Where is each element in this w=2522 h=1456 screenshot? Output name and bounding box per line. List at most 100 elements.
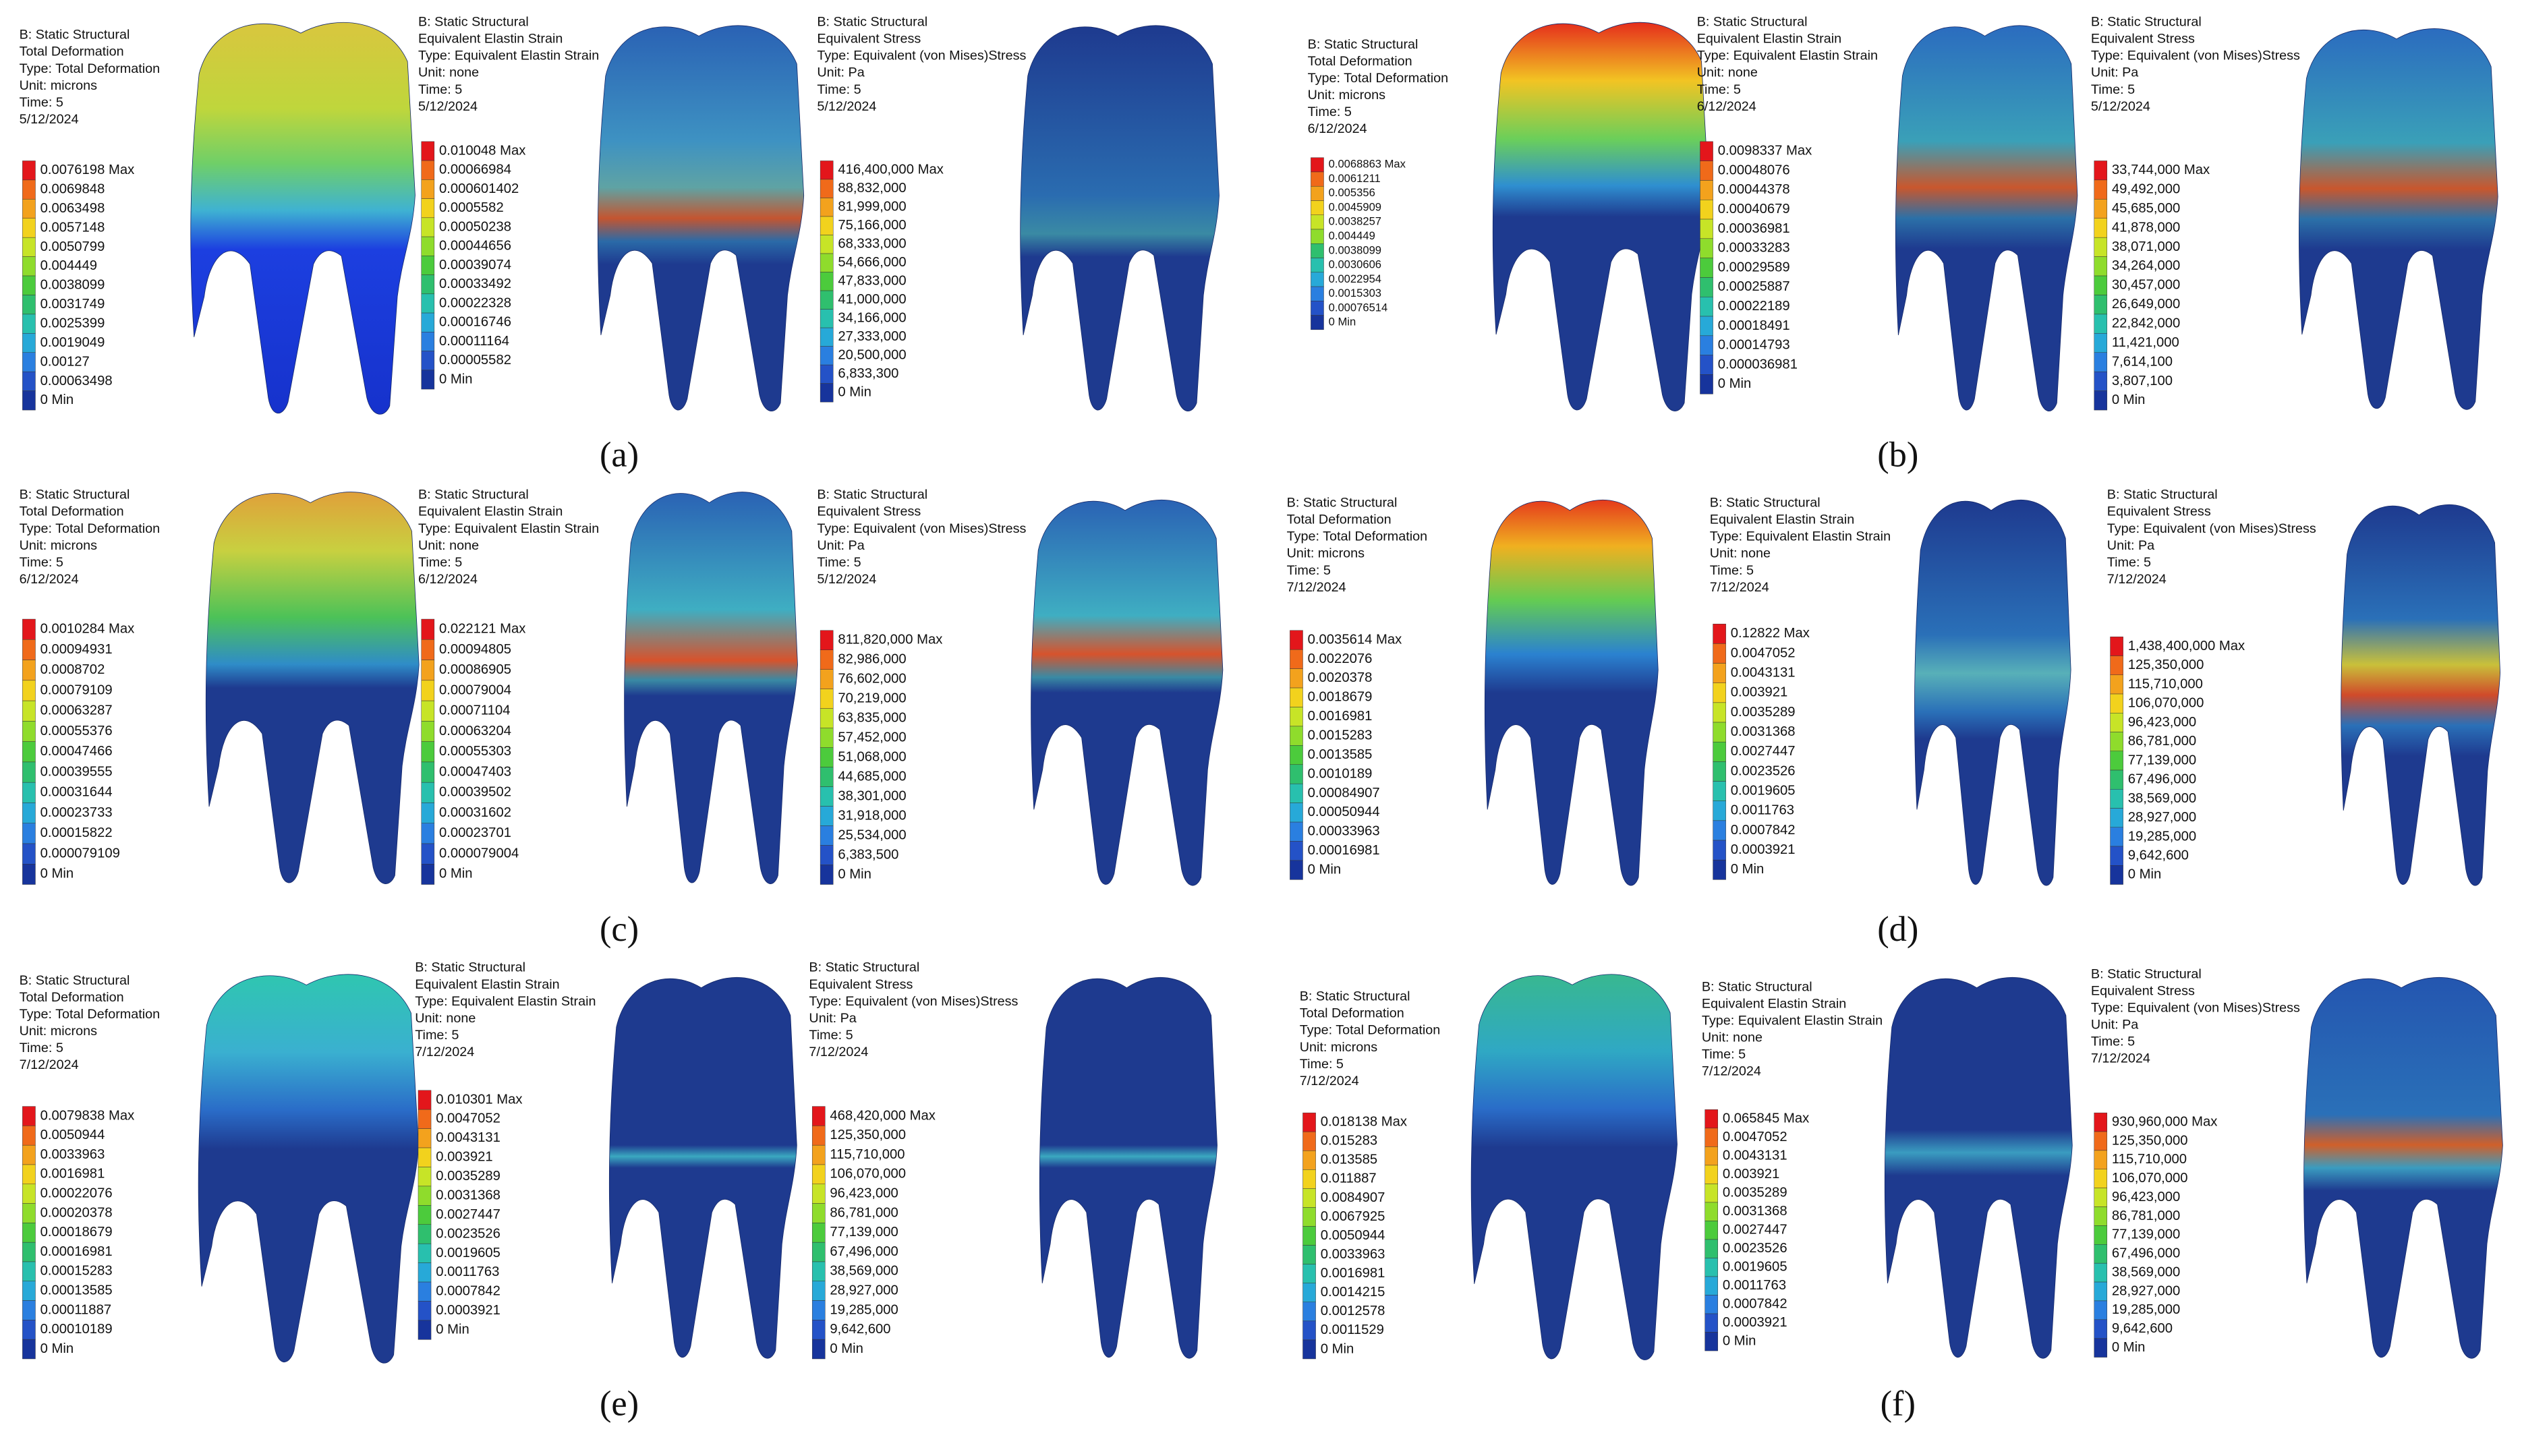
legend-swatch bbox=[22, 256, 36, 276]
legend-value: 0.00039502 bbox=[439, 785, 511, 800]
panel-label: (f) bbox=[1881, 1385, 1916, 1424]
legend-value: 0.00018679 bbox=[40, 1225, 113, 1240]
legend-value: 0.0031749 bbox=[40, 297, 105, 312]
legend-swatch bbox=[2094, 1244, 2108, 1264]
legend-value: 0.011887 bbox=[1321, 1171, 1377, 1186]
legend-value: 38,569,000 bbox=[2128, 791, 2196, 806]
legend-value: 41,878,000 bbox=[2112, 220, 2180, 235]
legend-swatch bbox=[1311, 301, 1324, 316]
legend-value: 0.015283 bbox=[1321, 1134, 1377, 1148]
legend-value: 0 Min bbox=[1723, 1334, 1756, 1349]
legend-swatch bbox=[1290, 803, 1303, 823]
legend-value: 9,642,600 bbox=[830, 1322, 890, 1337]
legend-swatch bbox=[421, 660, 435, 681]
legend-swatch bbox=[1704, 1165, 1718, 1184]
legend-swatch bbox=[2094, 1131, 2108, 1151]
legend-value: 0.00011164 bbox=[439, 334, 509, 349]
legend-swatch bbox=[820, 728, 834, 748]
legend-header: 5/12/2024 bbox=[817, 99, 876, 114]
legend-swatch bbox=[1700, 355, 1713, 375]
legend-header: Unit: Pa bbox=[817, 538, 864, 553]
legend-value: 0.00013585 bbox=[40, 1283, 113, 1298]
legend-header: 6/12/2024 bbox=[418, 572, 478, 587]
legend-value: 9,642,600 bbox=[2128, 848, 2189, 863]
legend-value: 0.010048 Max bbox=[439, 143, 525, 158]
legend-header: Unit: none bbox=[415, 1011, 476, 1026]
legend-swatch bbox=[2094, 256, 2108, 276]
legend-value: 0.0023526 bbox=[1731, 763, 1796, 778]
legend-swatch bbox=[421, 293, 435, 314]
legend-swatch bbox=[2094, 275, 2108, 295]
legend-value: 0 Min bbox=[838, 867, 871, 881]
legend-value: 0.0019605 bbox=[436, 1246, 500, 1260]
legend-swatch bbox=[1302, 1188, 1316, 1208]
legend-value: 96,423,000 bbox=[830, 1186, 898, 1201]
legend-swatch bbox=[2094, 1150, 2108, 1170]
legend-header: Equivalent Stress bbox=[809, 977, 913, 992]
legend-value: 0.0045909 bbox=[1329, 200, 1381, 213]
legend-value: 0.0067925 bbox=[1321, 1209, 1385, 1224]
legend-swatch bbox=[1302, 1283, 1316, 1303]
legend-header: 5/12/2024 bbox=[418, 99, 478, 114]
legend-value: 0.0033963 bbox=[1321, 1247, 1385, 1262]
legend-swatch bbox=[1311, 157, 1324, 173]
legend-header: 5/12/2024 bbox=[2091, 99, 2150, 114]
legend-value: 0.0047052 bbox=[1723, 1130, 1787, 1144]
legend-value: 0.003921 bbox=[436, 1150, 492, 1165]
legend-header: Type: Equivalent (von Mises)Stress bbox=[2091, 1000, 2300, 1015]
legend-value: 0.0031368 bbox=[1723, 1204, 1787, 1219]
legend-swatch bbox=[22, 371, 36, 391]
legend-header: Type: Total Deformation bbox=[20, 61, 161, 76]
legend-value: 930,960,000 Max bbox=[2112, 1114, 2218, 1129]
legend-header: Total Deformation bbox=[20, 990, 124, 1005]
legend-header: Type: Equivalent Elastin Strain bbox=[1697, 49, 1878, 63]
legend-swatch bbox=[1290, 821, 1303, 842]
legend-header: Unit: none bbox=[1710, 546, 1771, 561]
legend-header: Equivalent Elastin Strain bbox=[418, 32, 563, 47]
legend: B: Static Structural Equivalent Elastin S… bbox=[1702, 979, 1883, 1351]
legend-swatch bbox=[820, 253, 834, 272]
legend-swatch bbox=[22, 1300, 36, 1320]
legend-value: 0.0023526 bbox=[436, 1226, 500, 1241]
legend-swatch bbox=[421, 803, 435, 823]
legend-swatch bbox=[811, 1184, 826, 1204]
legend-value: 0.0038099 bbox=[40, 278, 105, 293]
legend-value: 0.0011763 bbox=[436, 1264, 499, 1279]
legend-swatch bbox=[2094, 218, 2108, 238]
legend-header: 6/12/2024 bbox=[1308, 121, 1367, 136]
legend-swatch bbox=[1290, 860, 1303, 880]
legend-header: 6/12/2024 bbox=[1697, 99, 1756, 114]
legend-swatch bbox=[421, 741, 435, 763]
legend-swatch bbox=[418, 1205, 432, 1225]
legend-value: 0.00029589 bbox=[1718, 260, 1790, 274]
legend-swatch bbox=[2110, 637, 2123, 656]
legend-swatch bbox=[1302, 1245, 1316, 1264]
legend-swatch bbox=[2110, 693, 2123, 714]
legend-header: 7/12/2024 bbox=[809, 1045, 868, 1059]
legend-swatch bbox=[418, 1090, 432, 1110]
legend-swatch bbox=[2094, 1225, 2108, 1245]
legend-value: 7,614,100 bbox=[2112, 354, 2173, 369]
legend-value: 0.0019049 bbox=[40, 335, 105, 350]
legend-value: 0.003921 bbox=[1723, 1167, 1779, 1182]
legend-swatch bbox=[418, 1301, 432, 1321]
legend-value: 77,139,000 bbox=[2112, 1227, 2180, 1242]
legend-value: 86,781,000 bbox=[830, 1205, 898, 1220]
legend-swatch bbox=[820, 708, 834, 728]
legend-value: 0.0007842 bbox=[1723, 1297, 1787, 1312]
legend-value: 0.00036981 bbox=[1718, 221, 1790, 236]
legend-value: 0.0011763 bbox=[1723, 1278, 1786, 1293]
legend-header: Type: Equivalent Elastin Strain bbox=[1710, 529, 1891, 544]
legend-value: 0.0003921 bbox=[1723, 1315, 1787, 1330]
legend-swatch bbox=[22, 1203, 36, 1223]
tooth-model bbox=[1914, 500, 2071, 885]
legend-value: 0.00015283 bbox=[40, 1264, 113, 1279]
legend-value: 19,285,000 bbox=[2128, 829, 2196, 844]
legend-swatch bbox=[820, 272, 834, 291]
legend-swatch bbox=[811, 1242, 826, 1262]
legend-value: 0.00063287 bbox=[40, 703, 113, 718]
legend-value: 0.00010189 bbox=[40, 1322, 113, 1337]
legend-header: Type: Total Deformation bbox=[20, 1007, 161, 1022]
legend-swatch bbox=[1704, 1295, 1718, 1314]
legend-swatch bbox=[811, 1339, 826, 1360]
